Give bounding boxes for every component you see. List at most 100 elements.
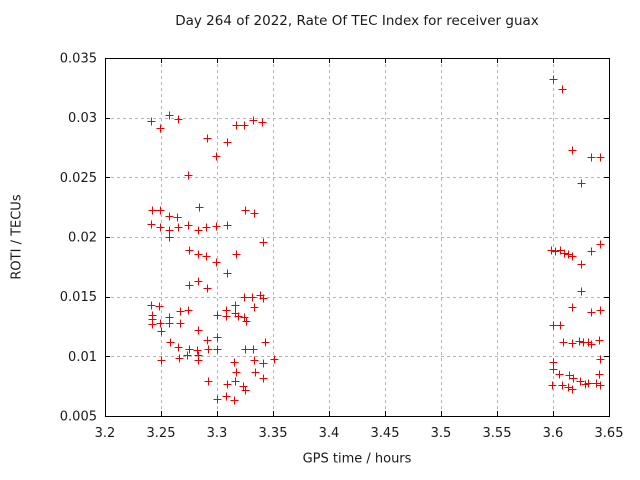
data-point-marker <box>165 226 174 235</box>
data-point-marker <box>193 346 202 355</box>
data-point-marker <box>568 303 577 312</box>
data-point-marker <box>587 308 596 317</box>
data-point-marker <box>185 345 194 354</box>
data-point-marker <box>239 382 248 391</box>
x-tick-label: 3.45 <box>371 426 400 441</box>
data-point-marker <box>155 302 164 311</box>
data-point-marker <box>549 358 558 367</box>
data-point-marker <box>174 115 183 124</box>
data-point-marker <box>259 359 268 368</box>
data-point-marker <box>176 319 185 328</box>
data-point-marker <box>183 351 192 360</box>
data-point-marker <box>204 345 213 354</box>
data-point-marker <box>242 317 251 326</box>
data-point-marker <box>577 287 586 296</box>
data-point-marker <box>174 343 183 352</box>
x-tick-label: 3.5 <box>431 426 452 441</box>
x-tick-label: 3.3 <box>207 426 228 441</box>
data-point-marker <box>261 338 270 347</box>
x-axis-label: GPS time / hours <box>302 451 412 467</box>
data-point-marker <box>568 339 577 348</box>
data-point-marker <box>568 385 577 394</box>
data-point-marker <box>222 392 231 401</box>
x-tick-label: 3.6 <box>543 426 564 441</box>
data-point-marker <box>148 320 157 329</box>
data-point-marker <box>549 365 558 374</box>
data-point-marker <box>240 313 249 322</box>
data-point-marker <box>558 85 567 94</box>
data-point-marker <box>194 226 203 235</box>
data-point-marker <box>568 146 577 155</box>
data-point-marker <box>173 213 182 222</box>
data-point-marker <box>549 75 558 84</box>
data-point-marker <box>156 223 165 232</box>
data-point-marker <box>577 179 586 188</box>
data-point-marker <box>249 345 258 354</box>
x-tick-label: 3.55 <box>483 426 512 441</box>
x-tick-label: 3.35 <box>259 426 288 441</box>
x-tick-label: 3.4 <box>319 426 340 441</box>
x-tick-label: 3.65 <box>595 426 624 441</box>
data-point-marker <box>222 312 231 321</box>
data-point-marker <box>595 370 604 379</box>
data-point-marker <box>250 209 259 218</box>
data-point-marker <box>223 269 232 278</box>
data-point-marker <box>194 250 203 259</box>
data-point-marker <box>156 319 165 328</box>
data-point-marker <box>147 117 156 126</box>
data-point-marker <box>556 321 565 330</box>
data-point-marker <box>185 281 194 290</box>
data-point-marker <box>249 116 258 125</box>
data-point-marker <box>194 356 203 365</box>
data-point-marker <box>230 358 239 367</box>
data-point-marker <box>212 152 221 161</box>
data-point-marker <box>564 383 573 392</box>
data-point-marker <box>549 321 558 330</box>
data-point-marker <box>592 379 601 388</box>
data-point-marker <box>240 293 249 302</box>
data-point-marker <box>596 153 605 162</box>
data-point-marker <box>258 118 267 127</box>
data-point-marker <box>596 306 605 315</box>
data-point-marker <box>555 370 564 379</box>
data-point-marker <box>577 260 586 269</box>
data-point-marker <box>202 223 211 232</box>
data-point-marker <box>212 258 221 267</box>
x-tick-label: 3.25 <box>147 426 176 441</box>
data-point-marker <box>175 354 184 363</box>
data-point-marker <box>232 250 241 259</box>
data-point-marker <box>223 221 232 230</box>
data-point-marker <box>147 301 156 310</box>
data-point-marker <box>165 233 174 242</box>
data-point-marker <box>213 311 222 320</box>
x-tick-label: 3.2 <box>95 426 116 441</box>
data-point-marker <box>213 395 222 404</box>
data-point-marker <box>241 345 250 354</box>
data-point-marker <box>559 338 568 347</box>
data-point-marker <box>194 326 203 335</box>
data-point-marker <box>204 377 213 386</box>
data-point-marker <box>165 319 174 328</box>
data-point-marker <box>234 312 243 321</box>
y-tick-label: 0.035 <box>60 52 97 67</box>
data-point-marker <box>147 220 156 229</box>
data-point-marker <box>184 171 193 180</box>
data-point-marker <box>596 355 605 364</box>
data-point-marker <box>584 379 593 388</box>
data-point-marker <box>213 345 222 354</box>
data-point-marker <box>575 337 584 346</box>
data-point-marker <box>558 381 567 390</box>
data-point-marker <box>560 249 569 258</box>
data-point-marker <box>568 252 577 261</box>
data-point-marker <box>232 368 241 377</box>
y-tick-label: 0.005 <box>60 410 97 425</box>
data-point-marker <box>587 247 596 256</box>
data-point-marker <box>165 111 174 120</box>
data-point-marker <box>240 121 249 130</box>
data-point-marker <box>185 246 194 255</box>
data-point-marker <box>587 153 596 162</box>
data-point-marker <box>203 134 212 143</box>
data-point-marker <box>232 121 241 130</box>
data-point-marker <box>595 336 604 345</box>
